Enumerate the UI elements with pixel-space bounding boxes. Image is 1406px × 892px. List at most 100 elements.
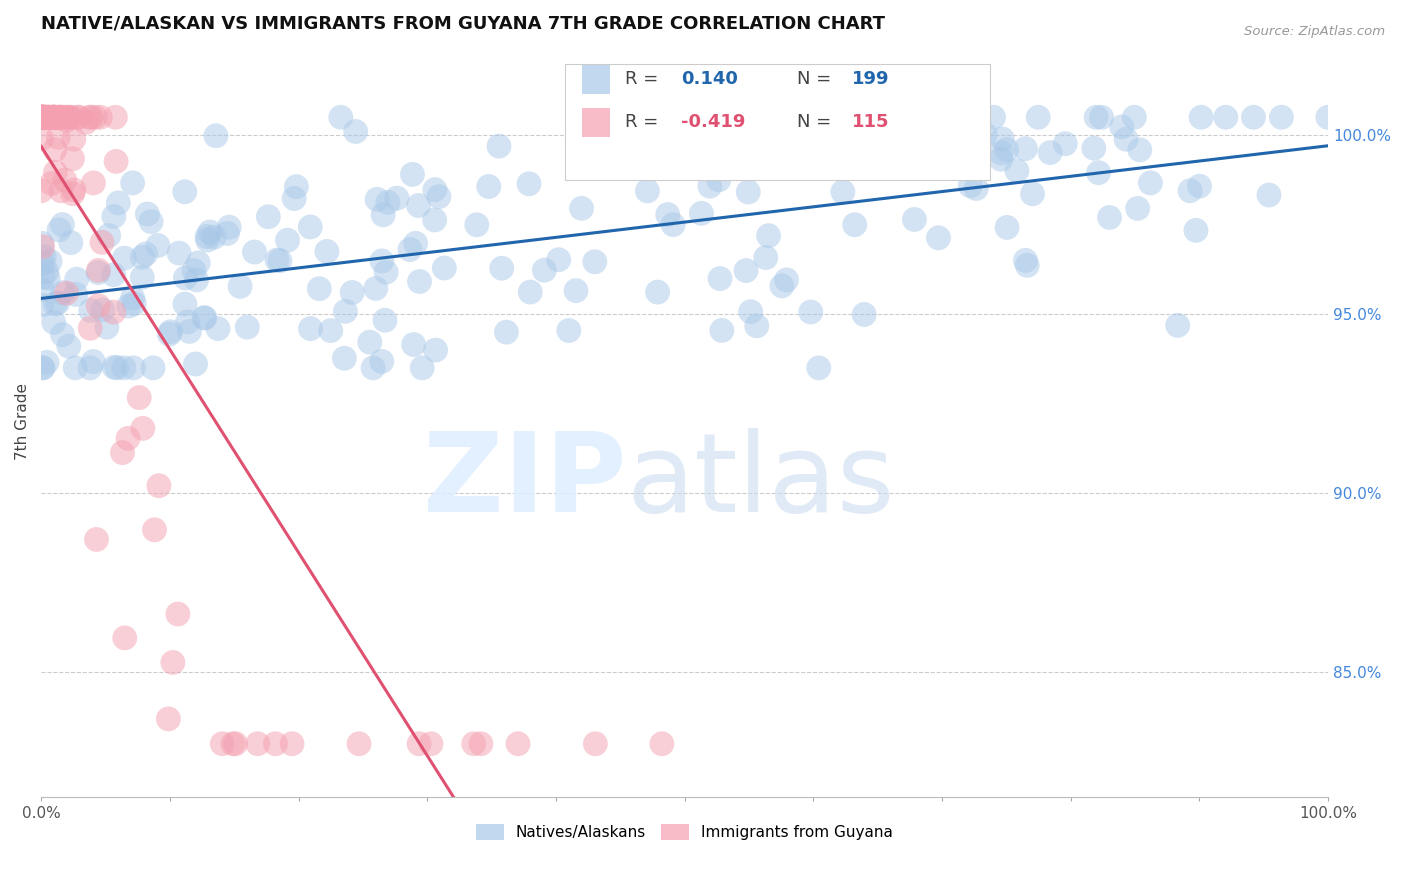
Point bbox=[315, 244, 337, 259]
Point bbox=[31, 256, 53, 270]
Point bbox=[1026, 110, 1049, 124]
Point bbox=[800, 305, 823, 319]
Point bbox=[1129, 143, 1152, 157]
Point bbox=[308, 282, 330, 296]
Point bbox=[44, 110, 66, 124]
Point bbox=[132, 421, 155, 435]
Point bbox=[38, 110, 60, 124]
Point bbox=[42, 110, 65, 124]
Point bbox=[30, 110, 52, 124]
Point bbox=[51, 327, 73, 342]
Point bbox=[157, 327, 180, 342]
Point bbox=[243, 245, 266, 260]
Point bbox=[517, 177, 540, 191]
Point bbox=[281, 737, 304, 751]
Point bbox=[236, 320, 259, 334]
Point bbox=[1185, 223, 1208, 237]
Point bbox=[709, 271, 731, 285]
Point bbox=[401, 168, 423, 182]
Point bbox=[195, 229, 218, 244]
Point bbox=[202, 230, 225, 244]
Point bbox=[42, 110, 65, 124]
Point bbox=[148, 479, 170, 493]
Point bbox=[32, 110, 55, 124]
Point bbox=[894, 110, 917, 124]
Point bbox=[423, 213, 446, 227]
Point bbox=[699, 179, 721, 194]
Point bbox=[30, 110, 52, 124]
Point bbox=[1215, 110, 1237, 124]
Point bbox=[37, 271, 59, 285]
Point bbox=[42, 110, 65, 124]
Point bbox=[30, 110, 52, 124]
Point bbox=[218, 220, 240, 235]
Point bbox=[31, 131, 53, 145]
Point bbox=[121, 176, 143, 190]
Point bbox=[122, 360, 145, 375]
Point bbox=[62, 152, 84, 166]
Point bbox=[547, 252, 569, 267]
Point bbox=[31, 236, 53, 251]
Point bbox=[173, 185, 195, 199]
Point bbox=[58, 339, 80, 353]
Point bbox=[851, 110, 873, 124]
Point bbox=[32, 110, 55, 124]
Point bbox=[39, 254, 62, 268]
Point bbox=[402, 337, 425, 351]
Point bbox=[491, 261, 513, 276]
Text: R =: R = bbox=[626, 70, 665, 88]
Point bbox=[659, 130, 682, 145]
Point bbox=[706, 124, 728, 138]
Point bbox=[340, 285, 363, 300]
Point bbox=[583, 254, 606, 268]
Point bbox=[30, 110, 52, 124]
Bar bbox=[582, 65, 610, 94]
Text: 115: 115 bbox=[852, 113, 890, 131]
Point bbox=[1091, 110, 1114, 124]
Point bbox=[991, 132, 1014, 146]
Point bbox=[583, 737, 606, 751]
Point bbox=[724, 131, 747, 145]
Point bbox=[52, 110, 75, 124]
Point bbox=[495, 325, 517, 339]
Point bbox=[103, 268, 125, 282]
Point bbox=[264, 737, 287, 751]
Point bbox=[82, 354, 104, 368]
Point bbox=[374, 313, 396, 327]
Point bbox=[1139, 176, 1161, 190]
Point bbox=[63, 183, 86, 197]
Point bbox=[433, 260, 456, 275]
Point bbox=[1111, 120, 1133, 134]
Point bbox=[48, 110, 70, 124]
Point bbox=[710, 323, 733, 337]
Point bbox=[995, 220, 1018, 235]
Text: 0.140: 0.140 bbox=[681, 70, 738, 88]
Point bbox=[31, 110, 53, 124]
Point bbox=[205, 128, 228, 143]
Point bbox=[735, 263, 758, 277]
Point bbox=[42, 315, 65, 329]
Point bbox=[65, 287, 87, 301]
Point bbox=[44, 110, 66, 124]
Point bbox=[995, 143, 1018, 157]
Point bbox=[174, 271, 197, 285]
Point bbox=[30, 110, 52, 124]
Point bbox=[117, 431, 139, 445]
Point bbox=[39, 110, 62, 124]
Point bbox=[179, 325, 201, 339]
Point bbox=[257, 210, 280, 224]
Point bbox=[44, 143, 66, 157]
Point bbox=[32, 110, 55, 124]
Point bbox=[927, 231, 949, 245]
Point bbox=[35, 265, 58, 279]
Point bbox=[59, 235, 82, 250]
Point bbox=[162, 656, 184, 670]
Point bbox=[142, 360, 165, 375]
Point bbox=[558, 324, 581, 338]
Point bbox=[30, 184, 52, 198]
Point bbox=[427, 189, 450, 203]
Point bbox=[79, 321, 101, 335]
Point bbox=[122, 296, 145, 310]
Point bbox=[366, 192, 388, 206]
Point bbox=[1085, 110, 1108, 124]
